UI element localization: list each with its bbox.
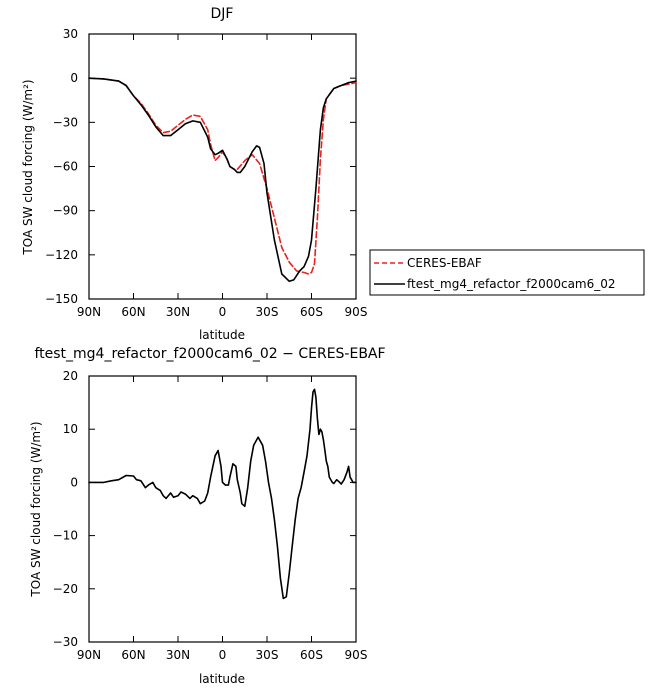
y-tick-label: −30 [53, 635, 78, 649]
top-plot-frame [88, 33, 357, 300]
top-x-axis-title: latitude [199, 328, 245, 342]
y-tick-label: −20 [53, 582, 78, 596]
y-tick-label: 30 [63, 27, 78, 41]
bottom-plot-frame [88, 375, 357, 643]
x-tick-label: 60N [121, 648, 145, 662]
y-tick-label: 10 [63, 422, 78, 436]
x-tick-label: 0 [219, 648, 227, 662]
y-tick-label: 0 [70, 71, 78, 85]
x-tick-label: 0 [219, 305, 227, 319]
top-chart-title: DJF [211, 6, 234, 22]
series-line-0-0 [88, 77, 357, 275]
x-tick-label: 60S [300, 305, 323, 319]
bottom-y-axis-title: TOA SW cloud forcing (W/m²) [29, 421, 43, 597]
x-tick-label: 60N [121, 305, 145, 319]
series-line-0-1 [88, 77, 357, 283]
y-tick-label: 0 [70, 475, 78, 489]
top-y-axis-title: TOA SW cloud forcing (W/m²) [21, 79, 35, 255]
y-tick-label: −120 [45, 248, 78, 262]
x-tick-label: 30S [256, 305, 279, 319]
x-tick-label: 90S [345, 648, 368, 662]
y-tick-label: 20 [63, 369, 78, 383]
y-tick-label: −10 [53, 529, 78, 543]
x-tick-label: 60S [300, 648, 323, 662]
y-tick-label: −30 [53, 115, 78, 129]
bottom-chart-title: ftest_mg4_refactor_f2000cam6_02 − CERES-… [34, 346, 385, 362]
x-tick-label: 90S [345, 305, 368, 319]
top-panel: DJF 90N 60N 30N 0 30S 60S 90S 30 0 −30 −60 −90 −120 −… [21, 6, 367, 342]
y-tick-label: −60 [53, 160, 78, 174]
bottom-panel: ftest_mg4_refactor_f2000cam6_02 − CERES-… [29, 346, 386, 686]
bottom-x-axis-title: latitude [199, 672, 245, 686]
legend-label-ceres: CERES-EBAF [407, 256, 482, 270]
x-tick-label: 30S [256, 648, 279, 662]
legend-box [369, 249, 645, 296]
legend: CERES-EBAF ftest_mg4_refactor_f2000cam6_… [369, 249, 645, 296]
x-tick-label: 90N [77, 305, 101, 319]
x-tick-label: 90N [77, 648, 101, 662]
y-tick-label: −150 [45, 292, 78, 306]
x-tick-label: 30N [166, 648, 190, 662]
legend-label-model: ftest_mg4_refactor_f2000cam6_02 [407, 277, 616, 291]
series-line-1-0 [88, 388, 357, 600]
y-tick-label: −90 [53, 204, 78, 218]
x-tick-label: 30N [166, 305, 190, 319]
